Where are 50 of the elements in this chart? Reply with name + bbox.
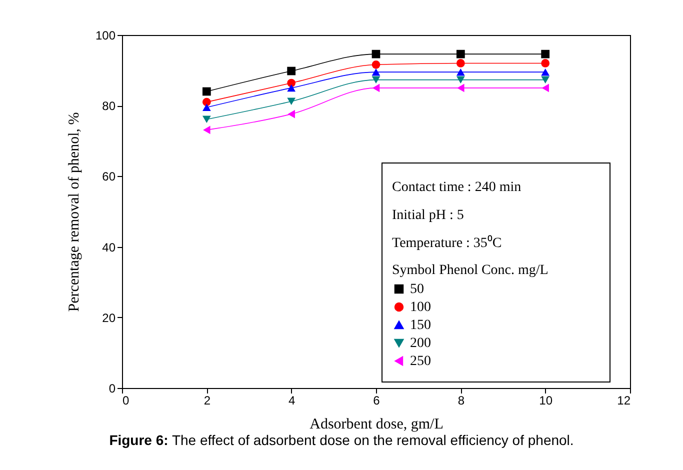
point xyxy=(372,76,380,84)
legend-label: 200 xyxy=(410,336,431,351)
y-tick-label: 60 xyxy=(102,170,116,184)
point xyxy=(287,98,296,105)
x-tick-label: 10 xyxy=(539,394,553,408)
y-axis-title: Percentage removal of phenol, % xyxy=(66,112,82,312)
point xyxy=(457,84,464,92)
point xyxy=(203,126,210,134)
annotation: Temperature : 35⁰C xyxy=(392,235,502,251)
x-axis-title: Adsorbent dose, gm/L xyxy=(310,416,444,432)
point xyxy=(202,104,211,111)
x-tick-label: 6 xyxy=(373,394,380,408)
point xyxy=(456,68,465,76)
point xyxy=(202,87,211,96)
point xyxy=(202,98,211,106)
point xyxy=(456,59,465,68)
point xyxy=(456,50,465,58)
point xyxy=(372,84,380,92)
point xyxy=(372,60,380,69)
point xyxy=(372,68,380,76)
point xyxy=(456,76,465,84)
point xyxy=(287,78,296,88)
annotation: Contact time : 240 min xyxy=(392,180,522,195)
legend-title: Symbol Phenol Conc. mg/L xyxy=(392,263,548,278)
point xyxy=(541,76,550,84)
point xyxy=(287,84,296,92)
x-tick-label: 2 xyxy=(204,394,211,408)
point xyxy=(288,110,295,118)
y-tick-label: 100 xyxy=(95,28,116,42)
legend-label: 50 xyxy=(410,282,424,297)
x-tick-label: 8 xyxy=(458,394,465,408)
annotation: Initial pH : 5 xyxy=(392,208,464,223)
x-tick-label: 12 xyxy=(617,394,631,408)
x-tick-label: 0 xyxy=(122,394,130,408)
x-tick-label: 4 xyxy=(288,394,296,408)
point xyxy=(287,66,296,76)
point xyxy=(542,84,549,92)
y-tick-label: 40 xyxy=(102,240,116,254)
point xyxy=(372,50,380,58)
caption: Figure 6: The effect of adsorbent dose on the removal efficiency of phenol. xyxy=(108,432,575,448)
legend-label: 150 xyxy=(410,318,431,333)
y-tick-label: 80 xyxy=(102,99,116,114)
legend-label: 250 xyxy=(410,354,431,369)
point xyxy=(541,59,550,68)
legend-label: 100 xyxy=(410,300,431,315)
y-tick-label: 0 xyxy=(108,382,116,396)
point xyxy=(541,50,550,58)
point xyxy=(202,116,211,123)
point xyxy=(541,68,550,76)
y-tick-label: 20 xyxy=(102,310,116,325)
